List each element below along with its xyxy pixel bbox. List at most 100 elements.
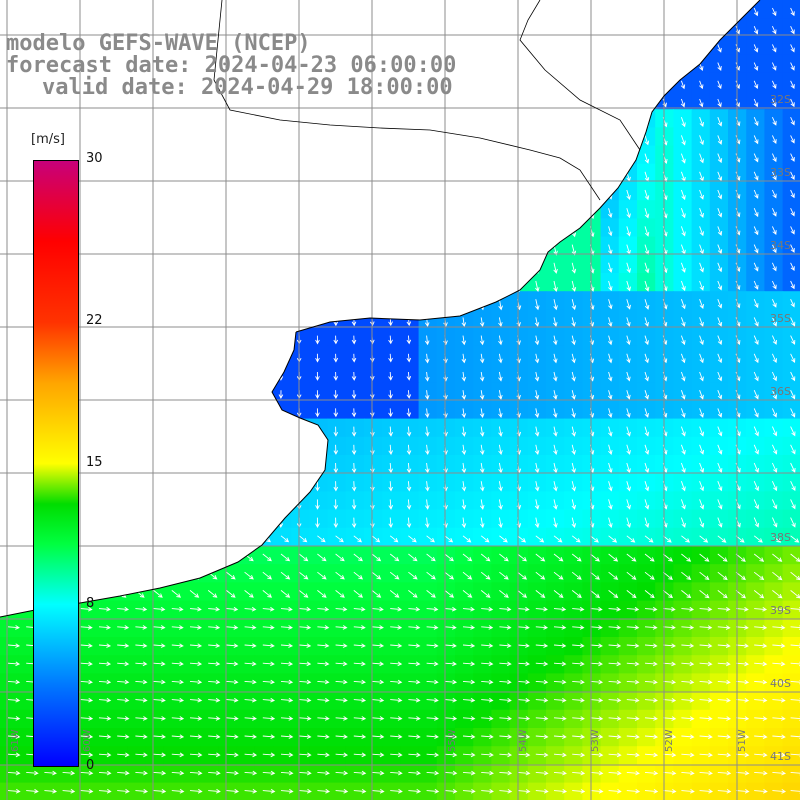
wind-speed-cell: [564, 345, 583, 365]
wind-arrow-icon: [135, 535, 144, 543]
longitude-label: 52W: [664, 729, 675, 752]
wind-speed-cell: [436, 491, 456, 511]
wind-arrow-icon: [80, 752, 94, 758]
wind-speed-cell: [182, 254, 201, 274]
wind-arrow-icon: [168, 189, 174, 202]
wind-arrow-icon: [168, 208, 174, 220]
wind-arrow-icon: [753, 462, 759, 473]
wind-arrow-icon: [626, 62, 631, 73]
wind-arrow-icon: [3, 153, 9, 165]
wind-speed-cell: [509, 364, 529, 383]
wind-arrow-icon: [262, 734, 276, 739]
wind-speed-cell: [473, 637, 492, 656]
wind-arrow-icon: [626, 734, 640, 740]
wind-arrow-icon: [535, 135, 540, 147]
wind-speed-cell: [709, 382, 729, 401]
wind-speed-cell: [436, 509, 456, 529]
wind-speed-cell: [455, 691, 474, 711]
wind-arrow-icon: [117, 661, 130, 667]
wind-arrow-icon: [790, 734, 800, 740]
wind-arrow-icon: [241, 517, 247, 528]
wind-arrow-icon: [278, 226, 284, 238]
wind-speed-cell: [145, 254, 165, 274]
wind-speed-cell: [564, 764, 583, 784]
wind-arrow-icon: [113, 426, 119, 437]
wind-arrow-icon: [535, 661, 549, 667]
wind-arrow-icon: [426, 643, 439, 648]
wind-arrow-icon: [244, 734, 257, 739]
wind-speed-cell: [455, 673, 474, 693]
wind-arrow-icon: [680, 226, 686, 237]
wind-arrow-icon: [607, 26, 613, 36]
wind-arrow-icon: [717, 62, 722, 71]
wind-arrow-icon: [187, 517, 192, 528]
wind-arrow-icon: [443, 171, 449, 183]
wind-speed-cell: [291, 655, 310, 674]
wind-speed-cell: [236, 527, 256, 547]
wind-speed-cell: [691, 218, 711, 238]
wind-speed-cell: [637, 618, 656, 638]
wind-arrow-icon: [680, 98, 686, 108]
wind-arrow-icon: [153, 590, 163, 598]
wind-arrow-icon: [626, 98, 631, 109]
wind-speed-cell: [382, 364, 401, 383]
wind-speed-cell: [709, 455, 729, 474]
wind-arrow-icon: [772, 734, 786, 740]
wind-speed-cell: [418, 145, 438, 165]
wind-arrow-icon: [3, 80, 9, 92]
wind-speed-cell: [91, 364, 110, 383]
wind-arrow-icon: [480, 553, 491, 562]
wind-speed-cell: [109, 709, 128, 729]
wind-arrow-icon: [278, 353, 284, 363]
wind-arrow-icon: [317, 770, 330, 776]
wind-speed-cell: [236, 509, 256, 529]
wind-speed-cell: [0, 254, 19, 274]
wind-arrow-icon: [262, 590, 273, 598]
wind-arrow-icon: [717, 462, 723, 473]
wind-arrow-icon: [132, 117, 137, 129]
wind-arrow-icon: [462, 625, 476, 630]
wind-speed-cell: [400, 637, 420, 656]
wind-arrow-icon: [408, 606, 421, 612]
wind-arrow-icon: [333, 280, 339, 293]
wind-arrow-icon: [241, 117, 247, 129]
wind-arrow-icon: [135, 571, 145, 580]
wind-speed-cell: [109, 600, 128, 620]
wind-arrow-icon: [607, 62, 613, 72]
wind-arrow-icon: [317, 734, 330, 739]
wind-speed-cell: [746, 436, 765, 456]
wind-speed-cell: [309, 691, 329, 711]
wind-arrow-icon: [388, 7, 394, 20]
wind-speed-cell: [327, 728, 347, 747]
wind-arrow-icon: [132, 390, 138, 399]
wind-speed-cell: [764, 509, 784, 529]
wind-speed-cell: [91, 527, 110, 547]
wind-speed-cell: [273, 145, 292, 165]
wind-arrow-icon: [189, 590, 200, 598]
wind-speed-cell: [655, 491, 674, 511]
wind-speed-cell: [764, 109, 784, 128]
wind-speed-cell: [327, 673, 347, 693]
wind-arrow-icon: [333, 208, 339, 220]
wind-arrow-icon: [333, 189, 339, 202]
wind-speed-cell: [163, 291, 183, 310]
wind-speed-cell: [673, 18, 693, 37]
wind-arrow-icon: [481, 770, 494, 776]
wind-speed-cell: [418, 254, 438, 274]
wind-speed-cell: [455, 382, 474, 401]
wind-arrow-icon: [754, 625, 768, 630]
wind-arrow-icon: [333, 299, 339, 311]
wind-speed-cell: [382, 709, 401, 729]
wind-speed-cell: [436, 655, 456, 674]
wind-arrow-icon: [753, 335, 759, 345]
wind-speed-cell: [746, 418, 765, 438]
wind-speed-cell: [691, 91, 711, 110]
wind-arrow-icon: [699, 553, 710, 562]
wind-speed-cell: [527, 473, 547, 492]
wind-speed-cell: [655, 182, 674, 201]
wind-arrow-icon: [771, 499, 778, 510]
wind-speed-cell: [655, 163, 674, 183]
wind-speed-cell: [200, 145, 219, 165]
wind-speed-cell: [291, 691, 310, 711]
wind-arrow-icon: [406, 208, 412, 220]
